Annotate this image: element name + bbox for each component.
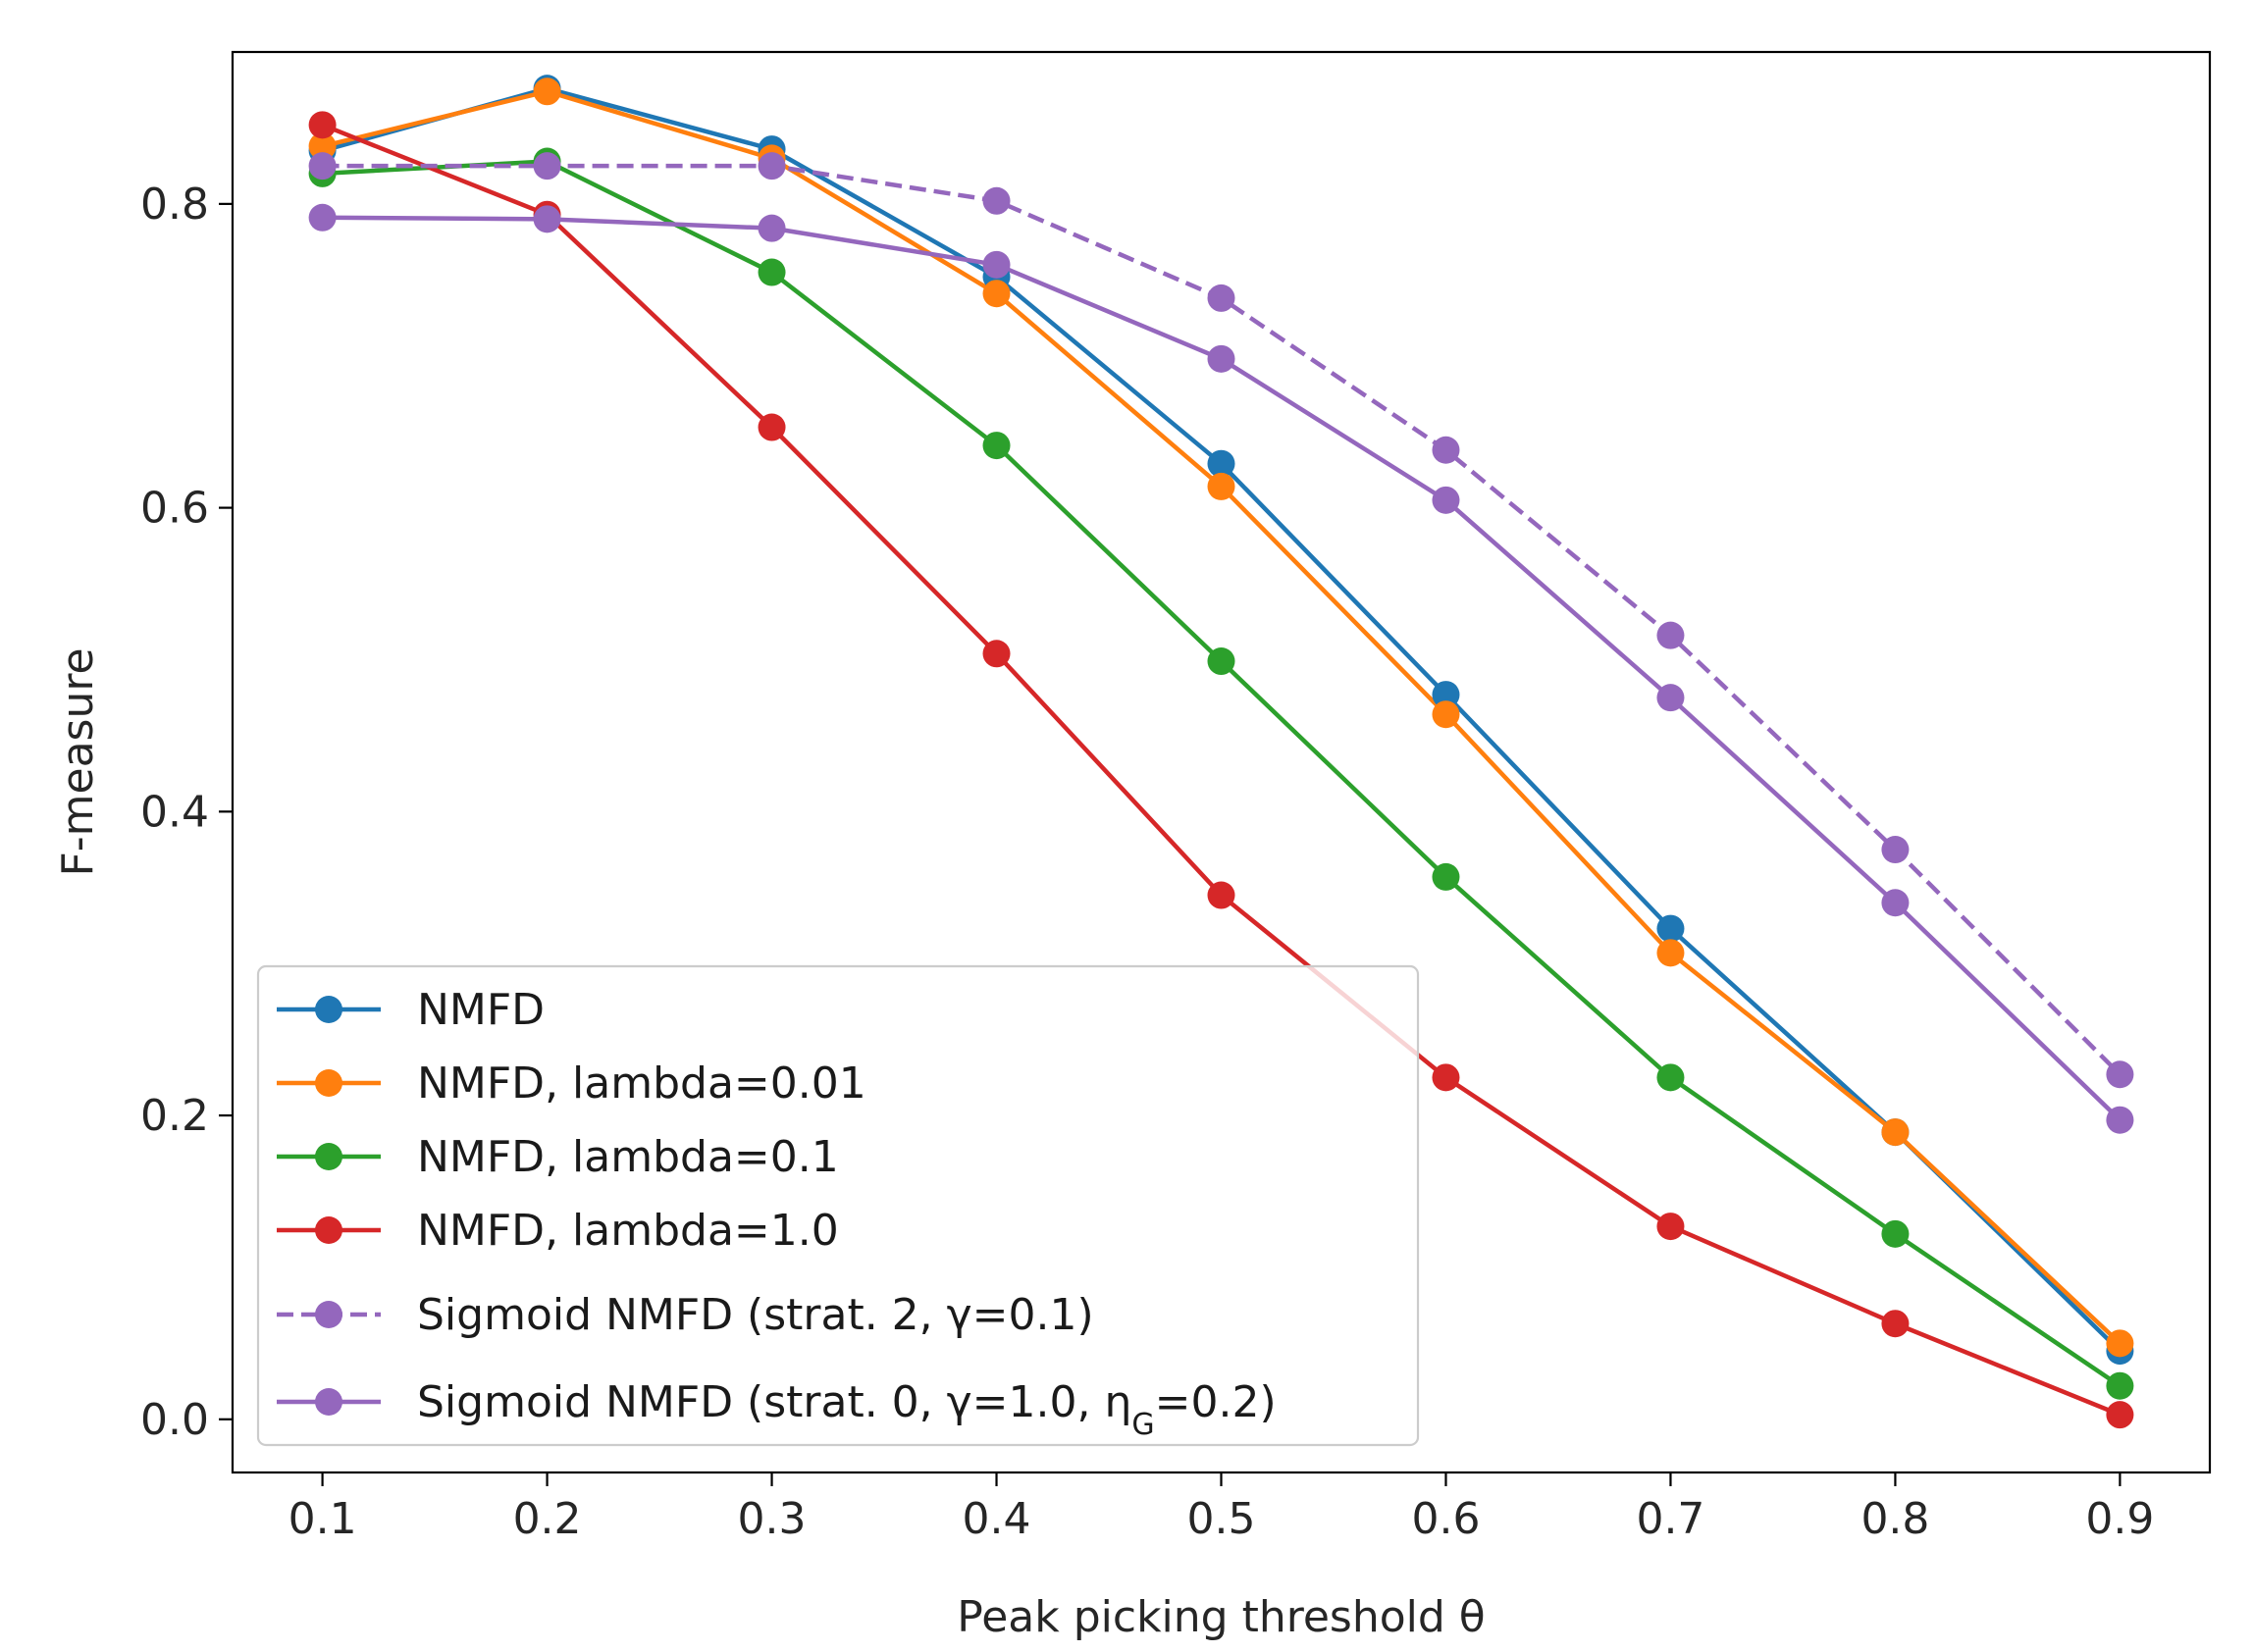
data-point: [1656, 939, 1685, 967]
data-point: [1432, 436, 1460, 464]
legend-label-text: NMFD, lambda=1.0: [417, 1206, 839, 1256]
data-point: [982, 250, 1011, 279]
legend-marker-swatch: [315, 1143, 342, 1170]
y-axis-ticks: 0.0 0.2 0.4 0.6 0.8: [140, 180, 233, 1445]
x-axis-ticks: 0.1 0.2 0.3 0.4 0.5 0.6 0.7 0.8 0.9: [288, 1472, 2154, 1544]
x-tick-label: 0.5: [1187, 1494, 1256, 1544]
y-tick-label: 0.4: [140, 787, 209, 837]
data-point: [2106, 1371, 2134, 1400]
data-point: [308, 203, 337, 232]
data-point: [2106, 1329, 2134, 1358]
y-tick-label: 0.0: [140, 1395, 209, 1445]
data-point: [758, 258, 786, 286]
data-point: [1432, 862, 1460, 891]
x-axis-title: Peak picking threshold θ: [957, 1592, 1485, 1642]
series-markers: [308, 75, 2134, 1429]
legend-label-subscript: G: [1131, 1408, 1154, 1442]
legend-marker-swatch: [315, 1069, 342, 1097]
x-tick-label: 0.8: [1860, 1494, 1929, 1544]
data-point: [533, 77, 561, 106]
x-tick-label: 0.6: [1411, 1494, 1480, 1544]
legend-label-suffix: =0.2): [1155, 1377, 1277, 1427]
data-point: [1656, 621, 1685, 649]
data-point: [1881, 889, 1910, 917]
data-point: [308, 111, 337, 139]
data-point: [1207, 647, 1235, 676]
legend-label: NMFD, lambda=1.0: [417, 1206, 839, 1256]
data-point: [1656, 1213, 1685, 1241]
data-point: [1432, 700, 1460, 729]
data-point: [1207, 881, 1235, 909]
legend-label: NMFD, lambda=0.1: [417, 1132, 839, 1182]
y-tick-label: 0.8: [140, 180, 209, 230]
legend-label: NMFD, lambda=0.01: [417, 1058, 866, 1109]
data-point: [308, 132, 337, 161]
data-point: [1656, 1063, 1685, 1092]
data-point: [1432, 681, 1460, 709]
y-tick-label: 0.6: [140, 484, 209, 534]
data-point: [2106, 1060, 2134, 1089]
legend-marker-swatch: [315, 1216, 342, 1244]
legend-label: Sigmoid NMFD (strat. 0, γ=1.0, ηG=0.2): [417, 1377, 1277, 1442]
data-point: [758, 413, 786, 441]
legend-label: Sigmoid NMFD (strat. 2, γ=0.1): [417, 1290, 1094, 1340]
data-point: [1656, 684, 1685, 712]
x-tick-label: 0.3: [738, 1494, 807, 1544]
legend: NMFD NMFD, lambda=0.01 NMFD, lambda=0.1 NMF…: [256, 964, 1420, 1447]
x-tick-label: 0.1: [288, 1494, 357, 1544]
x-tick-label: 0.7: [1636, 1494, 1704, 1544]
data-point: [758, 152, 786, 181]
legend-label: NMFD: [417, 985, 545, 1035]
legend-marker-swatch: [315, 996, 342, 1023]
data-point: [982, 640, 1011, 668]
legend-label-text: NMFD, lambda=0.01: [417, 1058, 866, 1109]
data-point: [1207, 284, 1235, 312]
data-point: [533, 152, 561, 181]
data-point: [1881, 1310, 1910, 1338]
data-point: [982, 280, 1011, 308]
data-point: [982, 432, 1011, 460]
data-point: [1207, 472, 1235, 500]
legend-label-text: Sigmoid NMFD (strat. 2, γ=0.1): [417, 1290, 1094, 1340]
legend-label-text: NMFD, lambda=0.1: [417, 1132, 839, 1182]
data-point: [1881, 1219, 1910, 1248]
x-tick-label: 0.2: [513, 1494, 582, 1544]
legend-label-text: NMFD: [417, 985, 545, 1035]
x-tick-label: 0.9: [2085, 1494, 2154, 1544]
legend-marker-swatch: [315, 1388, 342, 1416]
data-point: [1432, 1063, 1460, 1092]
data-point: [1207, 449, 1235, 478]
legend-marker-swatch: [315, 1301, 342, 1328]
x-tick-label: 0.4: [963, 1494, 1031, 1544]
data-point: [1207, 344, 1235, 373]
data-point: [2106, 1401, 2134, 1429]
data-point: [308, 152, 337, 181]
data-point: [1432, 486, 1460, 514]
legend-box: [256, 964, 1420, 1447]
data-point: [982, 186, 1011, 215]
legend-label-text: Sigmoid NMFD (strat. 0, γ=1.0, η: [417, 1377, 1131, 1427]
data-point: [2106, 1106, 2134, 1134]
data-point: [758, 214, 786, 242]
y-axis-title: F-measure: [53, 647, 103, 876]
data-point: [1881, 1118, 1910, 1147]
data-point: [533, 205, 561, 233]
y-tick-label: 0.2: [140, 1091, 209, 1141]
data-point: [1881, 836, 1910, 864]
data-point: [1656, 914, 1685, 943]
